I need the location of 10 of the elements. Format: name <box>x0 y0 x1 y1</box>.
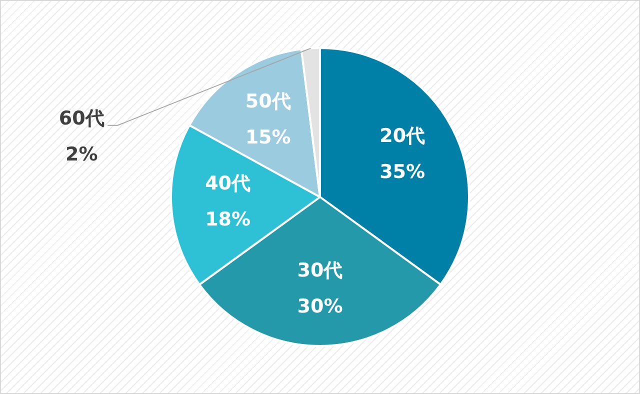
data-label: 35% <box>380 161 426 183</box>
data-label: 18% <box>205 208 251 231</box>
data-label: 2% <box>65 143 98 166</box>
slice-label: 40代 <box>205 172 251 195</box>
slice-label: 20代 <box>380 125 426 147</box>
slice-label: 30代 <box>297 259 343 282</box>
slice-label: 50代 <box>245 90 291 113</box>
slice-label: 60代 <box>58 107 104 130</box>
data-label: 30% <box>297 295 343 318</box>
data-label: 15% <box>245 126 291 149</box>
